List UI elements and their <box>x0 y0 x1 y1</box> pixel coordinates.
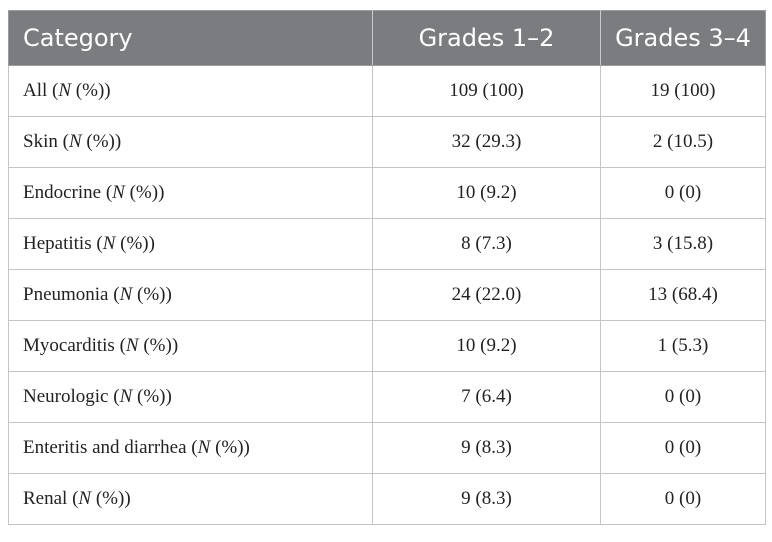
data-table-container: Category Grades 1–2 Grades 3–4 All (N (%… <box>8 10 766 525</box>
category-name: Neurologic <box>23 386 109 407</box>
cell-grades-1-2: 109 (100) <box>372 65 601 117</box>
cell-grades-3-4: 0 (0) <box>600 422 766 474</box>
table-row: Neurologic (N (%)) 7 (6.4) 0 (0) <box>8 371 766 423</box>
category-name: Pneumonia <box>23 284 109 305</box>
cell-category: Hepatitis (N (%)) <box>8 218 373 270</box>
stat-prefix: ( <box>113 284 120 305</box>
stat-prefix: ( <box>72 488 79 509</box>
cell-grades-3-4: 0 (0) <box>600 371 766 423</box>
stat-prefix: ( <box>52 80 59 101</box>
category-name: Endocrine <box>23 182 102 203</box>
table-row: Hepatitis (N (%)) 8 (7.3) 3 (15.8) <box>8 218 766 270</box>
stat-variable: N <box>119 284 133 305</box>
stat-variable: N <box>68 131 82 152</box>
category-name: Myocarditis <box>23 335 115 356</box>
cell-grades-3-4: 13 (68.4) <box>600 269 766 321</box>
table-row: Skin (N (%)) 32 (29.3) 2 (10.5) <box>8 116 766 168</box>
table-row: All (N (%)) 109 (100) 19 (100) <box>8 65 766 117</box>
stat-prefix: ( <box>105 182 113 203</box>
stat-variable: N <box>112 182 125 203</box>
cell-category: Pneumonia (N (%)) <box>8 269 373 321</box>
table-body: All (N (%)) 109 (100) 19 (100) Skin (N (%))… <box>8 65 766 525</box>
category-name: All <box>23 80 48 101</box>
cell-category: Enteritis and diarrhea (N (%)) <box>8 422 373 474</box>
cell-grades-1-2: 9 (8.3) <box>372 422 601 474</box>
cell-grades-1-2: 10 (9.2) <box>372 167 601 219</box>
table-row: Pneumonia (N (%)) 24 (22.0) 13 (68.4) <box>8 269 766 321</box>
stat-variable: N <box>119 386 133 407</box>
cell-grades-3-4: 2 (10.5) <box>600 116 766 168</box>
stat-prefix: ( <box>96 233 103 254</box>
stat-variable: N <box>125 335 139 356</box>
cell-grades-3-4: 3 (15.8) <box>600 218 766 270</box>
stat-suffix: (%)) <box>124 182 165 203</box>
category-name: Hepatitis <box>23 233 92 254</box>
cell-grades-3-4: 0 (0) <box>600 473 766 525</box>
stat-suffix: (%)) <box>132 386 172 407</box>
cell-grades-3-4: 1 (5.3) <box>600 320 766 372</box>
table-header: Category Grades 1–2 Grades 3–4 <box>8 10 766 66</box>
header-category: Category <box>8 10 373 66</box>
stat-suffix: (%)) <box>71 80 111 101</box>
stat-variable: N <box>78 488 92 509</box>
stat-prefix: ( <box>191 437 198 458</box>
stat-suffix: (%)) <box>91 488 131 509</box>
category-name: Enteritis and diarrhea <box>23 437 187 458</box>
cell-category: Neurologic (N (%)) <box>8 371 373 423</box>
stat-suffix: (%)) <box>138 335 179 356</box>
cell-category: Skin (N (%)) <box>8 116 373 168</box>
table-row: Myocarditis (N (%)) 10 (9.2) 1 (5.3) <box>8 320 766 372</box>
stat-suffix: (%)) <box>115 233 155 254</box>
stat-variable: N <box>102 233 116 254</box>
cell-grades-1-2: 24 (22.0) <box>372 269 601 321</box>
stat-prefix: ( <box>119 335 126 356</box>
stat-suffix: (%)) <box>81 131 122 152</box>
header-row: Category Grades 1–2 Grades 3–4 <box>8 10 766 66</box>
cell-category: Endocrine (N (%)) <box>8 167 373 219</box>
category-name: Skin <box>23 131 58 152</box>
cell-grades-1-2: 10 (9.2) <box>372 320 601 372</box>
cell-category: Myocarditis (N (%)) <box>8 320 373 372</box>
cell-category: All (N (%)) <box>8 65 373 117</box>
cell-grades-1-2: 7 (6.4) <box>372 371 601 423</box>
stat-prefix: ( <box>113 386 120 407</box>
table-row: Endocrine (N (%)) 10 (9.2) 0 (0) <box>8 167 766 219</box>
stat-prefix: ( <box>62 131 69 152</box>
stat-variable: N <box>197 437 211 458</box>
table-row: Renal (N (%)) 9 (8.3) 0 (0) <box>8 473 766 525</box>
category-name: Renal <box>23 488 68 509</box>
stat-suffix: (%)) <box>210 437 250 458</box>
header-grades-3-4: Grades 3–4 <box>600 10 766 66</box>
cell-grades-3-4: 19 (100) <box>600 65 766 117</box>
cell-grades-1-2: 32 (29.3) <box>372 116 601 168</box>
stat-suffix: (%)) <box>132 284 172 305</box>
cell-category: Renal (N (%)) <box>8 473 373 525</box>
cell-grades-3-4: 0 (0) <box>600 167 766 219</box>
cell-grades-1-2: 9 (8.3) <box>372 473 601 525</box>
adverse-events-table: Category Grades 1–2 Grades 3–4 All (N (%… <box>8 10 766 525</box>
header-grades-1-2: Grades 1–2 <box>372 10 601 66</box>
table-row: Enteritis and diarrhea (N (%)) 9 (8.3) 0 (… <box>8 422 766 474</box>
cell-grades-1-2: 8 (7.3) <box>372 218 601 270</box>
stat-variable: N <box>58 80 72 101</box>
